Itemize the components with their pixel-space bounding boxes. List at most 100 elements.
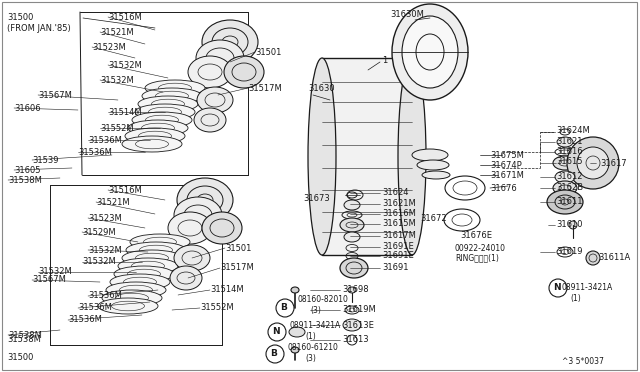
Ellipse shape <box>126 242 186 258</box>
Text: 31501: 31501 <box>225 244 252 253</box>
Text: 31532M: 31532M <box>82 257 116 266</box>
Text: 08160-82010: 08160-82010 <box>298 295 349 305</box>
Ellipse shape <box>202 212 242 244</box>
Text: 31538M: 31538M <box>7 336 41 344</box>
Text: 31611A: 31611A <box>598 253 630 263</box>
Ellipse shape <box>291 287 299 293</box>
Ellipse shape <box>114 266 174 282</box>
Text: 31500: 31500 <box>7 353 33 362</box>
Ellipse shape <box>402 16 458 88</box>
Bar <box>322 58 412 255</box>
Ellipse shape <box>122 250 182 266</box>
Text: 31552M: 31552M <box>200 304 234 312</box>
Text: 31675M: 31675M <box>490 151 524 160</box>
Ellipse shape <box>412 149 448 161</box>
Ellipse shape <box>174 245 210 271</box>
Text: RINGリング(1): RINGリング(1) <box>455 253 499 263</box>
Ellipse shape <box>392 4 468 100</box>
Text: 31619M: 31619M <box>342 305 376 314</box>
Text: 31613E: 31613E <box>342 321 374 330</box>
Text: 31529M: 31529M <box>82 228 116 237</box>
Text: 31521M: 31521M <box>100 28 134 36</box>
Text: 31610: 31610 <box>556 219 582 228</box>
Ellipse shape <box>106 282 166 298</box>
Text: 31532M: 31532M <box>88 246 122 254</box>
Ellipse shape <box>125 128 185 144</box>
Ellipse shape <box>130 234 190 250</box>
Ellipse shape <box>102 290 162 306</box>
Text: B: B <box>280 304 287 312</box>
Ellipse shape <box>547 190 583 214</box>
Text: 31514M: 31514M <box>108 108 141 116</box>
Text: 31611: 31611 <box>556 196 582 205</box>
Ellipse shape <box>308 58 336 255</box>
Text: 31624M: 31624M <box>556 125 589 135</box>
Text: (3): (3) <box>310 307 321 315</box>
Text: 31624: 31624 <box>382 187 408 196</box>
Ellipse shape <box>197 87 233 113</box>
Text: 31516M: 31516M <box>108 186 141 195</box>
Text: 31516M: 31516M <box>108 13 141 22</box>
Text: 31523M: 31523M <box>92 42 125 51</box>
Text: 31517M: 31517M <box>220 263 253 273</box>
Ellipse shape <box>340 258 368 278</box>
Text: 31567M: 31567M <box>32 276 66 285</box>
Text: 31615: 31615 <box>556 157 582 166</box>
Text: (3): (3) <box>305 353 316 362</box>
Ellipse shape <box>344 232 360 242</box>
Text: 31676E: 31676E <box>460 231 492 240</box>
Text: 31616: 31616 <box>556 147 582 155</box>
Text: 00922-24010: 00922-24010 <box>455 244 506 253</box>
Text: 31612: 31612 <box>556 171 582 180</box>
Circle shape <box>569 221 577 229</box>
Text: 08160-61210: 08160-61210 <box>288 343 339 352</box>
Text: 31514M: 31514M <box>210 285 244 295</box>
Text: 31691: 31691 <box>382 263 408 273</box>
Text: N: N <box>553 283 561 292</box>
Text: 31501: 31501 <box>255 48 282 57</box>
Ellipse shape <box>145 80 205 96</box>
Text: 31521M: 31521M <box>96 198 130 206</box>
Text: 31615M: 31615M <box>382 218 416 228</box>
Circle shape <box>586 251 600 265</box>
Ellipse shape <box>348 287 356 293</box>
Ellipse shape <box>555 171 575 183</box>
Ellipse shape <box>422 171 450 179</box>
Text: 31536M: 31536M <box>78 304 112 312</box>
Ellipse shape <box>557 137 573 147</box>
Text: 31621: 31621 <box>556 137 582 145</box>
Text: 31532M: 31532M <box>38 267 72 276</box>
Text: 31621M: 31621M <box>382 199 416 208</box>
Ellipse shape <box>196 40 244 76</box>
Text: 08911-3421A: 08911-3421A <box>290 321 341 330</box>
Text: (1): (1) <box>305 331 316 340</box>
Ellipse shape <box>577 147 609 179</box>
Ellipse shape <box>553 181 577 195</box>
Text: 31605: 31605 <box>14 166 40 174</box>
Text: 31538M: 31538M <box>8 176 42 185</box>
Text: N: N <box>272 327 280 337</box>
Text: 31630: 31630 <box>308 83 335 93</box>
Text: 31619: 31619 <box>556 247 582 256</box>
Ellipse shape <box>343 319 361 331</box>
Text: 31617M: 31617M <box>382 231 416 240</box>
Text: 31613: 31613 <box>342 336 369 344</box>
Ellipse shape <box>98 298 158 314</box>
Ellipse shape <box>289 327 305 337</box>
Text: 3162B: 3162B <box>556 183 583 192</box>
Text: ^3 5*0037: ^3 5*0037 <box>562 357 604 366</box>
Ellipse shape <box>170 266 202 290</box>
Ellipse shape <box>291 347 299 353</box>
Ellipse shape <box>135 104 195 120</box>
Text: 08911-3421A: 08911-3421A <box>562 283 613 292</box>
Text: 31691E: 31691E <box>382 250 413 260</box>
Text: B: B <box>271 350 277 359</box>
Ellipse shape <box>398 58 426 255</box>
Text: 31552M: 31552M <box>100 124 134 132</box>
Text: 31606: 31606 <box>14 103 40 112</box>
Ellipse shape <box>132 112 192 128</box>
Text: 31671M: 31671M <box>490 170 524 180</box>
Ellipse shape <box>128 120 188 136</box>
Text: (1): (1) <box>570 294 580 302</box>
Ellipse shape <box>567 137 619 189</box>
